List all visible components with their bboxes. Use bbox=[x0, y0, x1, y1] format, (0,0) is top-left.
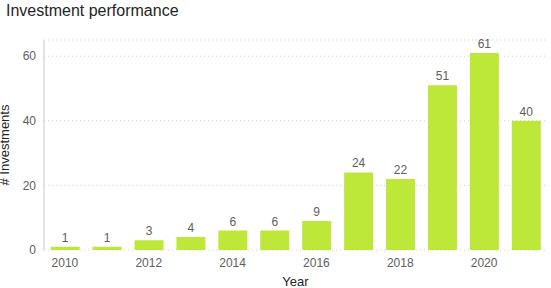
svg-text:2018: 2018 bbox=[387, 256, 414, 270]
svg-text:2020: 2020 bbox=[471, 256, 498, 270]
svg-text:61: 61 bbox=[478, 37, 492, 51]
svg-text:# Investments: # Investments bbox=[8, 104, 12, 185]
svg-text:3: 3 bbox=[146, 224, 153, 238]
svg-text:9: 9 bbox=[313, 205, 320, 219]
svg-text:0: 0 bbox=[29, 243, 36, 257]
svg-text:22: 22 bbox=[394, 163, 408, 177]
svg-text:40: 40 bbox=[520, 105, 534, 119]
svg-text:60: 60 bbox=[23, 49, 37, 63]
svg-text:6: 6 bbox=[230, 215, 237, 229]
svg-text:40: 40 bbox=[23, 114, 37, 128]
svg-text:1: 1 bbox=[104, 231, 111, 245]
svg-text:2010: 2010 bbox=[52, 256, 79, 270]
svg-text:2014: 2014 bbox=[219, 256, 246, 270]
svg-text:Year: Year bbox=[282, 274, 309, 288]
svg-text:51: 51 bbox=[436, 69, 450, 83]
svg-text:2016: 2016 bbox=[303, 256, 330, 270]
svg-text:4: 4 bbox=[188, 221, 195, 235]
html-text:Investment performance: Investment performance bbox=[6, 2, 179, 19]
svg-text:2012: 2012 bbox=[135, 256, 162, 270]
svg-text:24: 24 bbox=[352, 156, 366, 170]
svg-text:20: 20 bbox=[23, 179, 37, 193]
svg-text:6: 6 bbox=[271, 215, 278, 229]
svg-text:1: 1 bbox=[62, 231, 69, 245]
